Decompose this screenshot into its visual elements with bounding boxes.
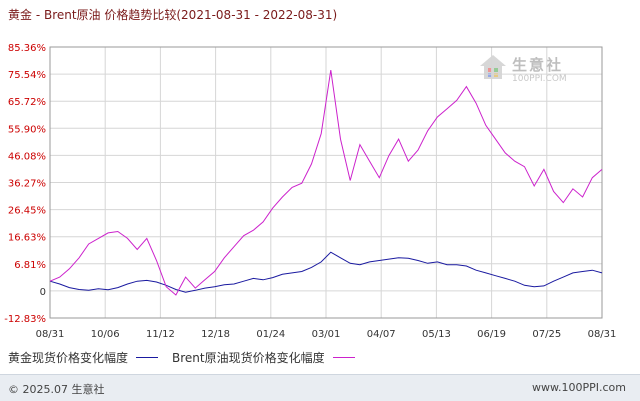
series-brent-line — [49, 70, 603, 296]
x-tick-label: 11/12 — [146, 329, 175, 340]
x-tick-label: 06/19 — [477, 329, 506, 340]
y-tick-label: 85.36% — [8, 43, 46, 54]
y-tick-label: 6.81% — [14, 260, 46, 271]
watermark-sub: 100PPI.COM — [512, 74, 567, 84]
x-tick-label: 07/25 — [532, 329, 561, 340]
chart-title: 黄金 - Brent原油 价格趋势比较(2021-08-31 - 2022-08… — [8, 8, 338, 22]
x-tick-label: 10/06 — [91, 329, 120, 340]
watermark-name: 生意社 — [512, 56, 564, 74]
y-tick-label: 55.90% — [8, 124, 46, 135]
x-tick-label: 08/31 — [588, 329, 617, 340]
y-tick-label: 16.63% — [8, 233, 46, 244]
grid — [49, 46, 603, 319]
x-tick-label: 03/01 — [312, 329, 341, 340]
x-tick-label: 05/13 — [422, 329, 451, 340]
x-tick-label: 08/31 — [36, 329, 65, 340]
y-tick-label: 26.45% — [8, 206, 46, 217]
x-tick-label: 12/18 — [201, 329, 230, 340]
plot-frame — [49, 46, 603, 319]
watermark-logo: 生意社 100PPI.COM — [478, 52, 578, 92]
footer: © 2025.07 生意社 www.100PPI.com — [0, 374, 640, 401]
legend-gold-label: 黄金现货价格变化幅度 — [8, 351, 129, 365]
y-tick-label: 75.54% — [8, 70, 46, 81]
house-icon — [480, 55, 506, 79]
x-axis-ticks: 08/31 10/06 11/12 12/18 01/24 03/01 04/07 05/13… — [36, 329, 617, 340]
x-tick-label: 04/07 — [367, 329, 396, 340]
footer-copyright: © 2025.07 生意社 — [8, 383, 105, 396]
footer-site: www.100PPI.com — [532, 381, 626, 394]
x-tick-label: 01/24 — [256, 329, 285, 340]
legend: 黄金现货价格变化幅度 Brent原油现货价格变化幅度 — [8, 349, 369, 366]
legend-gold-swatch — [136, 357, 159, 358]
series-gold-line — [49, 251, 603, 293]
chart-svg: 85.36% 75.54% 65.72% 55.90% 46.08% 36.27% 26.4… — [4, 43, 617, 340]
legend-brent-label: Brent原油现货价格变化幅度 — [172, 351, 325, 365]
y-tick-label: 0 — [40, 287, 46, 298]
series-lines — [49, 70, 603, 296]
y-tick-label: -12.83% — [4, 314, 46, 325]
y-tick-label: 46.08% — [8, 151, 46, 162]
y-tick-label: 65.72% — [8, 97, 46, 108]
y-tick-label: 36.27% — [8, 179, 46, 190]
y-axis-ticks: 85.36% 75.54% 65.72% 55.90% 46.08% 36.27% 26.4… — [4, 43, 46, 325]
legend-brent-swatch — [332, 357, 355, 358]
